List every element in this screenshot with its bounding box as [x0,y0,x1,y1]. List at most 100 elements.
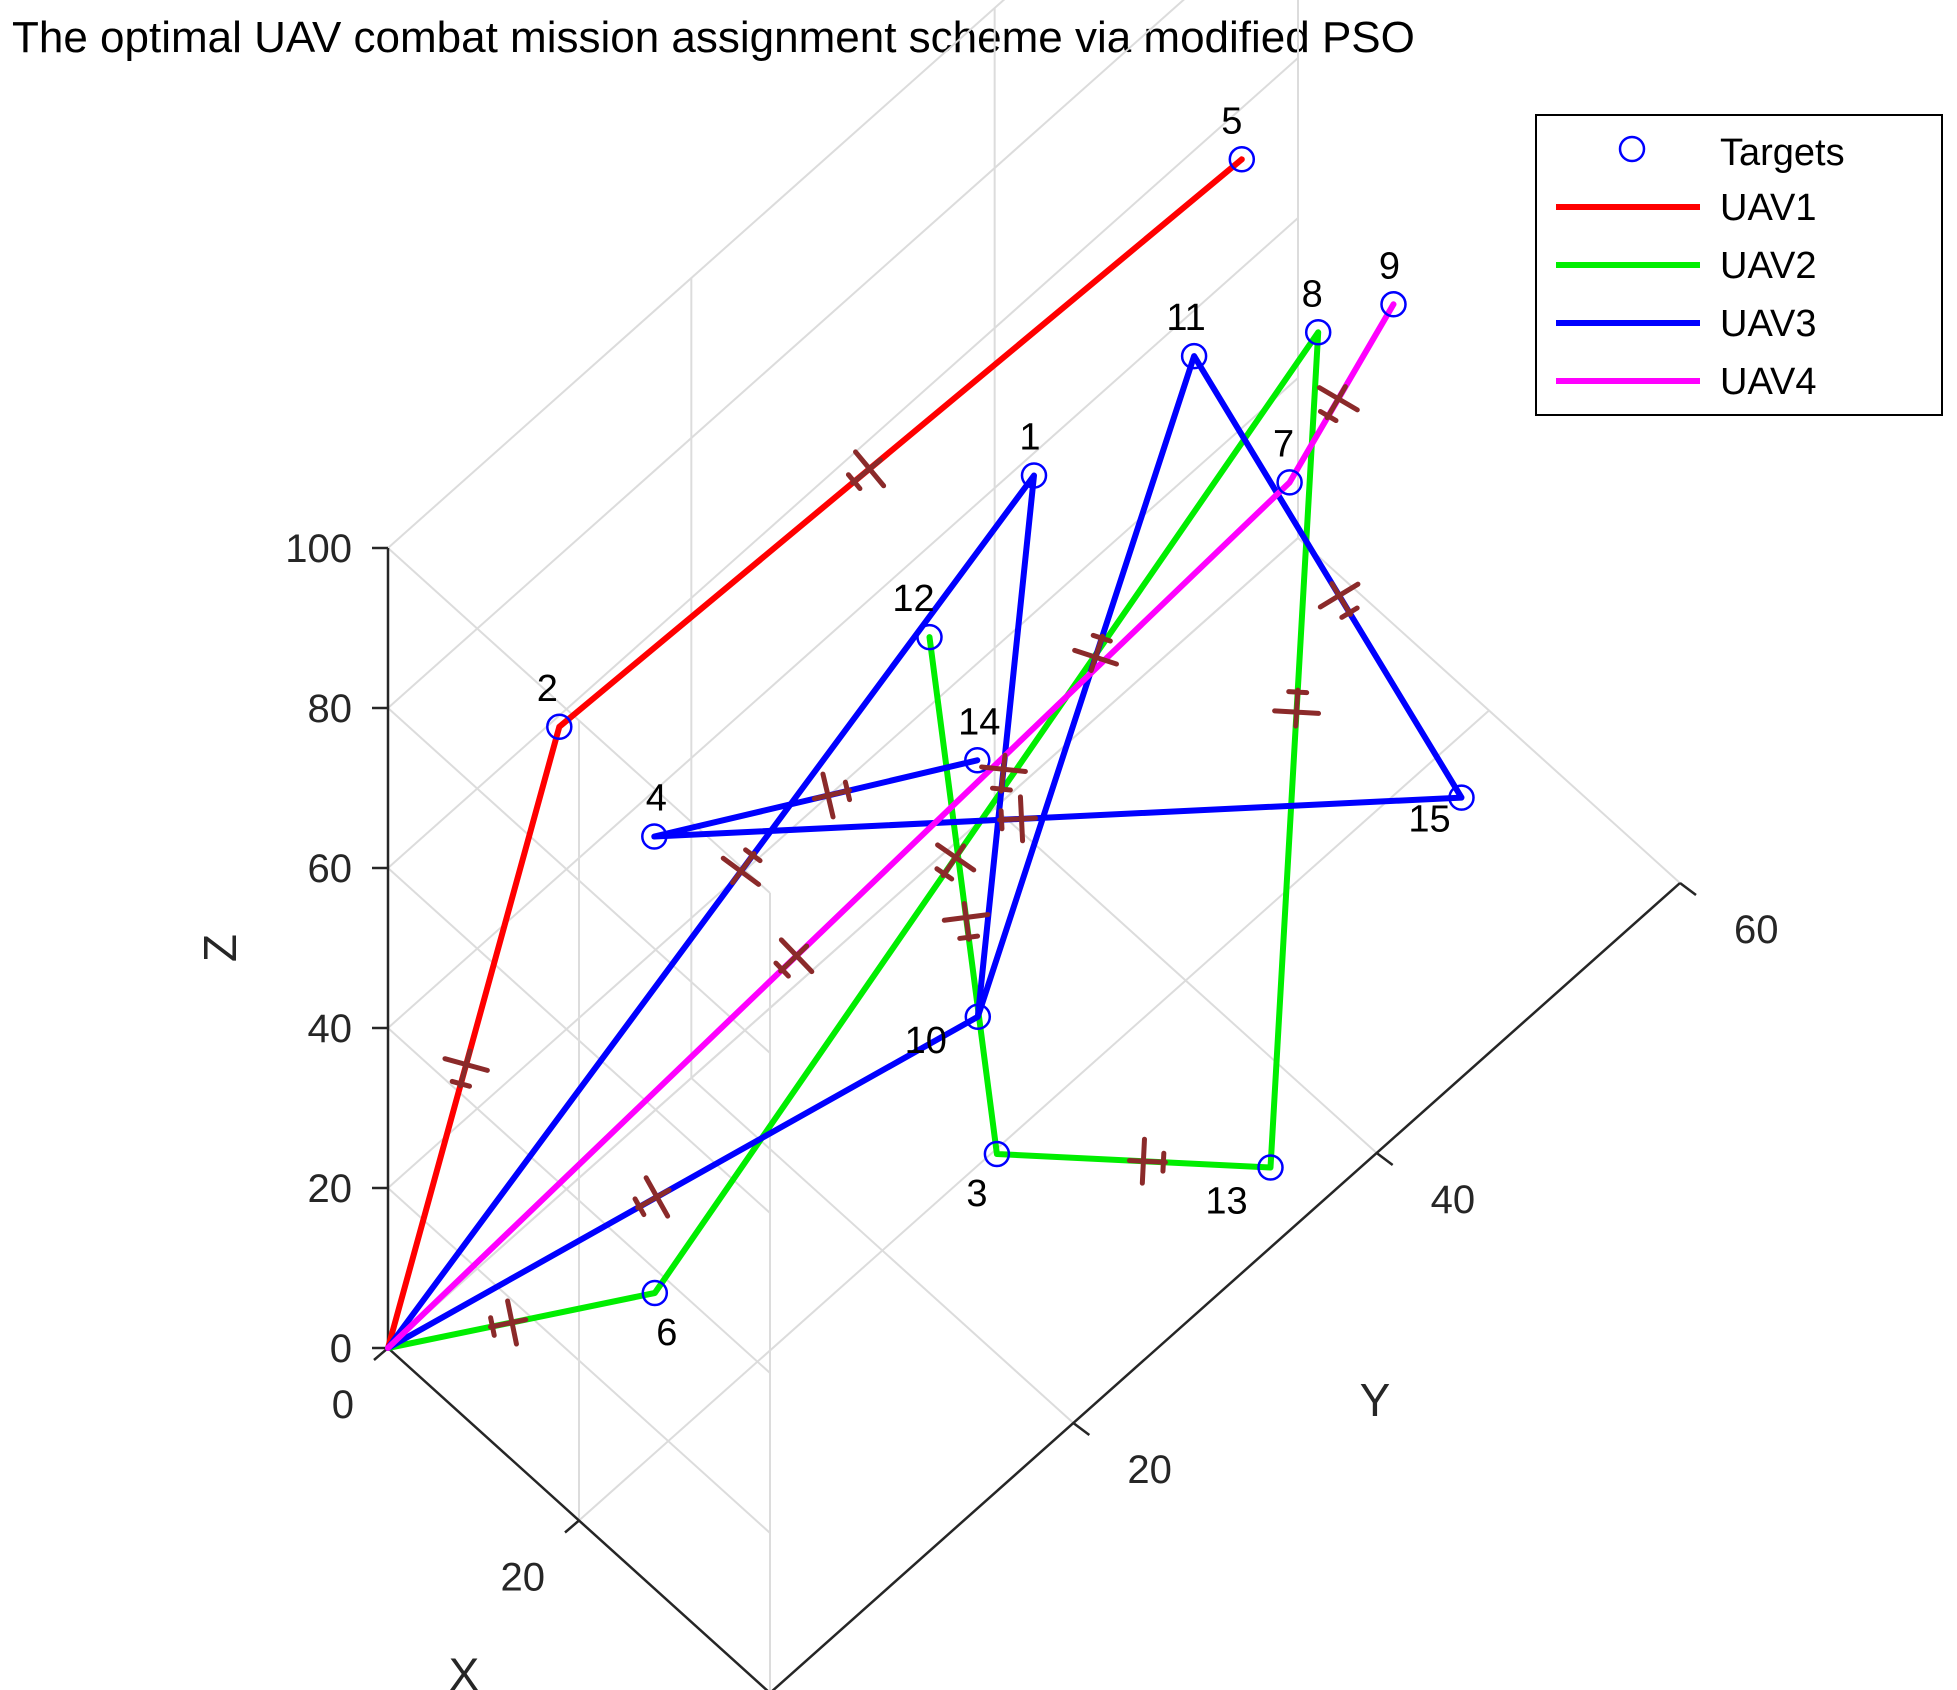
y-axis-line [771,882,1681,1690]
y-tick-label: 40 [1431,1178,1476,1222]
target-label-8: 8 [1302,273,1323,315]
target-marker-9 [1380,291,1407,318]
marker-layer [546,146,1475,1307]
z-tick-label: 20 [308,1167,353,1211]
z-tick-label: 80 [308,687,353,731]
target-marker-6 [641,1279,669,1307]
target-label-15: 15 [1408,799,1450,841]
grid-line-y-xy [993,807,1378,1154]
legend-label-uav4: UAV4 [1720,361,1816,403]
uav-plane-shape [811,771,853,820]
uav-plane-icon [1072,632,1119,674]
target-marker-13 [1257,1154,1284,1181]
uav-plane-shape [934,842,977,882]
target-marker-5 [1228,146,1256,173]
uav-plane-icon [632,1175,672,1219]
series-layer [385,156,1465,1351]
uav-plane-shape [845,449,887,492]
uav-plane-shape [1316,384,1360,424]
target-label-12: 12 [892,578,934,620]
target-marker-2 [546,713,573,741]
route-uav1 [385,156,1245,1351]
target-label-1: 1 [1019,417,1040,459]
target-marker-10 [964,1003,992,1031]
z-axis-label: Z [194,934,246,962]
target-label-11: 11 [1166,297,1205,339]
z-tick-label: 100 [285,527,352,571]
route-uav3-b [651,353,1465,1020]
grid-line-z-yz [387,57,1299,869]
x-tick-mark [373,1347,389,1361]
uav-plane-icon [720,847,763,887]
grid-line-x-xy [578,709,1490,1522]
chart-title: The optimal UAV combat mission assignmen… [12,13,1415,62]
axis-layer: 020400204060020406080100XYZ [194,527,1779,1690]
target-label-2: 2 [537,668,558,710]
target-marker-14 [964,747,991,774]
uav-plane-icon [979,752,1028,794]
target-marker-4 [641,823,668,850]
route-uav2 [385,329,1322,1351]
grid-line-z-yz [387,217,1299,1029]
y-tick-label: 20 [1127,1448,1172,1492]
uav-plane-shape [1272,687,1322,729]
uav-plane-icon [934,842,977,882]
target-marker-1 [1020,462,1048,489]
grid-line-y-xy [1297,537,1681,884]
legend-target-marker [1618,135,1646,163]
uav-plane-shape [773,937,815,979]
uav-plane-icon [997,794,1038,844]
y-tick-mark [1072,1422,1091,1436]
uav-plane-icon [1317,581,1361,620]
x-tick-label: 20 [501,1556,546,1600]
uav-plane-shape [979,752,1028,794]
grid-layer [387,0,1681,1690]
target-marker-7 [1276,469,1303,496]
target-marker-15 [1448,784,1475,811]
uav-plane-icon [1126,1136,1168,1186]
uav-plane-shape [1126,1136,1168,1186]
y-tick-mark [1679,882,1697,896]
z-tick-label: 40 [308,1007,353,1051]
legend-label-uav1: UAV1 [1720,187,1816,229]
target-marker-12 [916,623,943,651]
y-tick-mark [1375,1152,1394,1166]
uav-plane-icon [811,771,853,820]
uav-plane-shape [1072,632,1119,674]
target-label-14: 14 [958,701,1000,743]
uav-plane-icon [845,449,887,492]
uav-plane-shape [720,847,763,887]
target-label-5: 5 [1221,100,1242,142]
uav-plane-icon [442,1048,490,1089]
uav-plane-shape [442,1048,490,1089]
uav-plane-icon [941,901,991,942]
target-marker-8 [1304,319,1332,346]
x-tick-mark [564,1519,580,1534]
uav-plane-shape [487,1298,529,1347]
target-label-4: 4 [646,778,667,820]
grid-line-z-yz [387,0,1185,709]
target-label-10: 10 [905,1020,947,1062]
y-axis-label: Y [1360,1374,1391,1426]
legend-label-uav3: UAV3 [1720,303,1816,345]
uav-plane-shape [997,794,1038,844]
legend-label-targets: Targets [1720,132,1845,174]
x-axis-label: X [449,1649,480,1690]
route-uav4 [385,301,1397,1351]
target-label-9: 9 [1379,245,1400,287]
grid-line-y-xy [690,1077,1075,1424]
legend: Targets UAV1 UAV2 UAV3 UAV4 [1535,114,1943,416]
grid-line-z-yz [387,0,1006,549]
target-label-13: 13 [1205,1181,1247,1223]
target-label-7: 7 [1273,423,1294,465]
target-marker-3 [983,1140,1011,1168]
uav-plane-icon [487,1298,529,1347]
target-label-3: 3 [966,1173,987,1215]
y-tick-label: 60 [1734,908,1779,952]
uav-plane-shape [941,901,991,942]
uav-plane-icon [773,937,815,979]
icon-layer [442,384,1361,1347]
grid-line-z-yz [387,377,1299,1189]
grid-line-x-xy [387,537,1299,1349]
